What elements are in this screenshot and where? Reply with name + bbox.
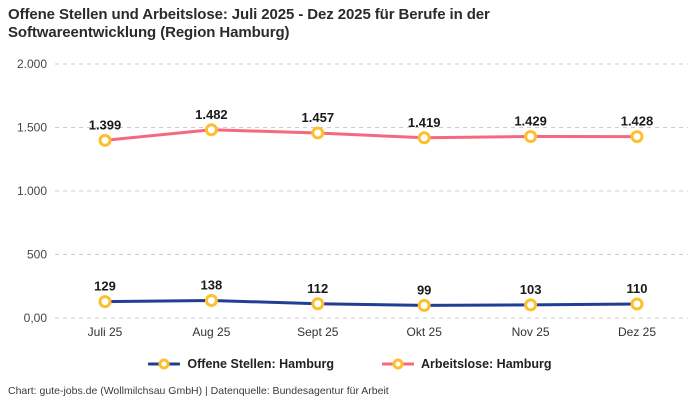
svg-text:0,00: 0,00 xyxy=(24,311,48,325)
svg-text:1.457: 1.457 xyxy=(302,110,335,125)
legend: Offene Stellen: Hamburg Arbeitslose: Ham… xyxy=(0,356,700,372)
svg-text:112: 112 xyxy=(307,280,328,295)
svg-text:1.419: 1.419 xyxy=(408,114,441,129)
svg-text:500: 500 xyxy=(27,247,47,261)
svg-text:103: 103 xyxy=(520,282,542,297)
svg-text:2.000: 2.000 xyxy=(17,57,47,71)
svg-text:138: 138 xyxy=(201,277,223,292)
chart-title-line2: Softwareentwicklung (Region Hamburg) xyxy=(8,24,290,42)
svg-text:Dez 25: Dez 25 xyxy=(618,325,656,339)
svg-text:1.429: 1.429 xyxy=(514,113,547,128)
legend-item-offene-stellen[interactable]: Offene Stellen: Hamburg xyxy=(148,357,334,371)
svg-text:Juli 25: Juli 25 xyxy=(88,325,123,339)
svg-text:110: 110 xyxy=(627,281,648,296)
chart-footer: Chart: gute-jobs.de (Wollmilchsau GmbH) … xyxy=(8,384,389,397)
svg-text:1.000: 1.000 xyxy=(17,184,47,198)
chart-title-line1: Offene Stellen und Arbeitslose: Juli 202… xyxy=(8,6,490,23)
legend-swatch-offene-stellen-icon xyxy=(148,358,181,370)
legend-swatch-arbeitslose-icon xyxy=(381,358,414,370)
line-chart: 0,00 500 1.000 1.500 2.000 Juli 25 Aug 25 Sept … xyxy=(17,57,688,339)
svg-text:Sept 25: Sept 25 xyxy=(297,325,339,339)
svg-text:Okt 25: Okt 25 xyxy=(407,325,443,339)
svg-text:99: 99 xyxy=(417,282,431,297)
legend-label-offene-stellen: Offene Stellen: Hamburg xyxy=(187,356,334,371)
svg-text:1.399: 1.399 xyxy=(89,117,122,132)
legend-item-arbeitslose[interactable]: Arbeitslose: Hamburg xyxy=(381,356,552,371)
chart-title: Offene Stellen und Arbeitslose: Juli 202… xyxy=(0,0,700,43)
svg-text:Aug 25: Aug 25 xyxy=(192,325,230,339)
svg-text:1.482: 1.482 xyxy=(195,106,228,121)
svg-text:Nov 25: Nov 25 xyxy=(512,325,550,339)
svg-text:129: 129 xyxy=(94,278,116,293)
svg-text:1.500: 1.500 xyxy=(17,120,47,134)
svg-text:1.428: 1.428 xyxy=(621,113,654,128)
legend-label-arbeitslose: Arbeitslose: Hamburg xyxy=(420,356,552,371)
